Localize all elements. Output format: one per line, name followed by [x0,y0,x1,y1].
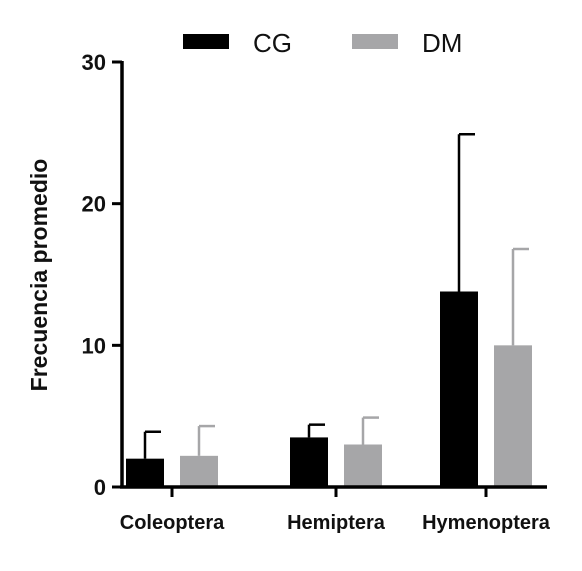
legend-swatch-cg [183,34,229,49]
bar-cg-hemiptera [290,437,328,487]
x-tick-label-coleoptera: Coleoptera [120,512,225,534]
y-tick-label-20: 20 [82,192,106,217]
bar-dm-hemiptera [344,444,382,487]
y-tick-label-0: 0 [94,475,106,500]
y-tick-label-30: 30 [82,50,106,75]
legend-label-cg: CG [253,28,292,58]
y-tick-label-10: 10 [82,333,106,358]
x-tick-label-hemiptera: Hemiptera [287,512,386,534]
legend-swatch-dm [352,34,398,49]
y-axis-title: Frecuencia promedio [26,159,52,392]
x-tick-label-hymenoptera: Hymenoptera [422,512,551,534]
bar-cg-coleoptera [126,458,164,487]
legend-label-dm: DM [422,28,462,58]
bar-cg-hymenoptera [440,291,478,487]
bar-dm-coleoptera [180,455,218,487]
bar-dm-hymenoptera [494,345,532,487]
